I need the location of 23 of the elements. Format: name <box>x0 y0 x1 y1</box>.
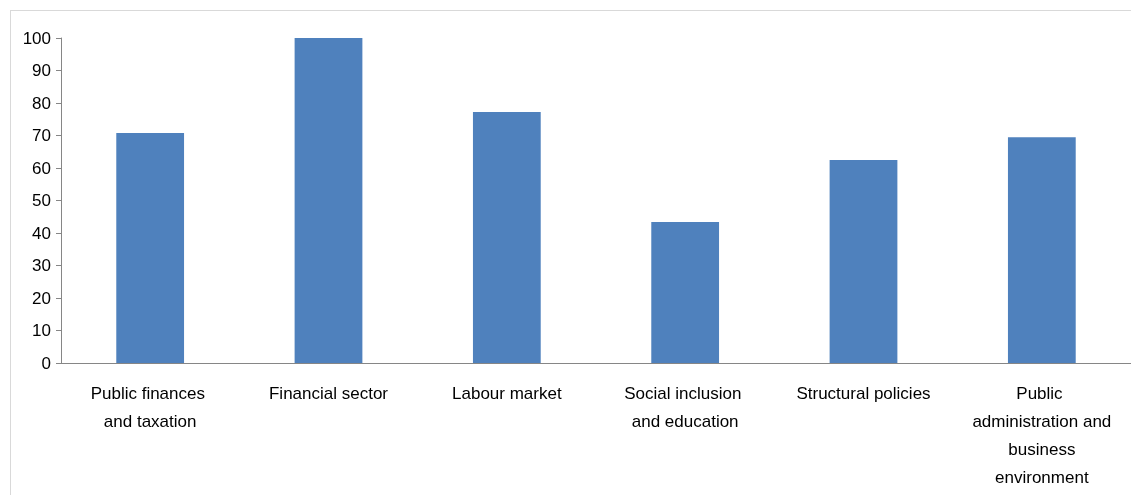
x-tick-label: Social inclusion and education <box>624 383 747 431</box>
x-tick-label: Structural policies <box>796 383 931 403</box>
bar <box>1007 137 1076 363</box>
x-tick-label: Labour market <box>452 383 562 403</box>
bar <box>472 112 541 363</box>
x-tick-label: Financial sector <box>268 383 389 403</box>
x-tick-label: Public administration and business environment <box>972 383 1112 487</box>
y-tick-label: 0 <box>41 353 51 373</box>
y-tick-label: 60 <box>32 158 51 178</box>
y-tick-label: 70 <box>32 126 51 145</box>
bar <box>651 221 720 363</box>
y-tick-label: 90 <box>32 61 51 80</box>
y-tick-label: 50 <box>32 191 51 210</box>
bar <box>116 132 185 363</box>
y-tick-label: 20 <box>32 288 51 308</box>
y-tick-label: 100 <box>22 28 51 48</box>
y-tick-label: 40 <box>32 223 51 243</box>
y-tick-label: 30 <box>32 256 51 275</box>
bar <box>829 159 898 363</box>
bar <box>294 38 363 363</box>
y-tick-label: 10 <box>32 321 51 340</box>
y-tick-label: 80 <box>32 93 51 113</box>
x-tick-label: Public finances and taxation <box>90 383 210 431</box>
